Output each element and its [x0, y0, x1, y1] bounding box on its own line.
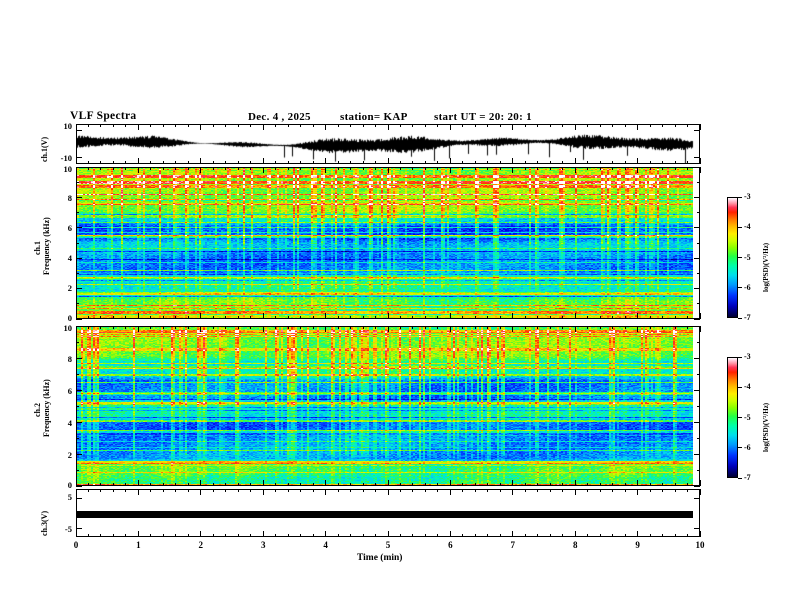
ch1-frequency-axis-label: Frequency (kHz): [42, 217, 51, 275]
header-date: Dec. 4 , 2025: [248, 111, 311, 123]
x-tick-label: 9: [635, 540, 640, 550]
colorbar-tick-label: -7: [744, 473, 751, 482]
ch1-freq-tick-10: 10: [63, 164, 73, 174]
x-tick-label: 8: [572, 540, 578, 550]
x-tick-label: 0: [73, 540, 79, 550]
colorbar-tick: [738, 196, 742, 198]
ch2-frequency-axis-label: Frequency (kHz): [42, 379, 51, 437]
ch1-channel-label: ch.1: [33, 241, 42, 255]
ch1-ytick-top: 10: [63, 121, 73, 131]
colorbar-tick: [738, 257, 742, 258]
x-tick-label: 6: [448, 540, 453, 550]
ch2-freq-tick-0: 0: [67, 480, 72, 490]
ch2-spectrogram-panel: [76, 326, 700, 486]
colorbar-tick: [738, 317, 742, 319]
x-tick-label: 5: [385, 540, 391, 550]
colorbar-ch2-label: log(PSD)(V²/Hz): [762, 402, 770, 452]
ch1-waveform-trace: [77, 125, 699, 163]
colorbar-tick-label: -4: [744, 222, 751, 232]
colorbar-tick: [738, 226, 742, 228]
ch2-freq-tick-8: 8: [67, 354, 72, 364]
ch1-freq-tick-4: 4: [67, 253, 72, 263]
ch1-freq-tick-6: 6: [67, 223, 72, 233]
x-tick-label: 1: [136, 540, 141, 550]
colorbar-tick: [738, 287, 742, 289]
x-tick-label: 4: [323, 540, 328, 550]
colorbar-ch1-label: log(PSD)(V²/Hz): [762, 242, 770, 292]
colorbar-ch1: [727, 197, 738, 318]
colorbar-tick-label: -5: [744, 412, 751, 422]
x-tick-label: 3: [260, 540, 266, 550]
ch2-freq-tick-2: 2: [67, 450, 72, 460]
ch1-freq-tick-2: 2: [67, 283, 72, 293]
colorbar-tick-label: -6: [744, 442, 751, 452]
ch1-ytick-bottom: -10: [60, 153, 72, 163]
ch3-saturated-trace: [77, 511, 693, 518]
ch1-freq-tick-8: 8: [67, 193, 72, 203]
colorbar-tick: [738, 477, 742, 479]
colorbar-tick-label: -6: [744, 282, 751, 292]
x-axis-title: Time (min): [357, 553, 403, 563]
ch1-waveform-axis-label: ch.1(V): [40, 136, 49, 162]
ch3-ytick-top: 5: [67, 492, 72, 502]
colorbar-tick: [738, 356, 742, 358]
page-title: VLF Spectra: [70, 110, 137, 122]
header-station: station= KAP: [340, 111, 408, 123]
ch3-waveform-axis-label: ch.3(V): [40, 510, 49, 536]
colorbar-tick-label: -3: [744, 352, 751, 361]
x-tick-label: 7: [510, 540, 516, 550]
colorbar-tick: [738, 386, 742, 388]
colorbar-tick-label: -4: [744, 382, 751, 392]
ch1-spectrogram-image: [77, 168, 699, 318]
ch1-spectrogram-panel: [76, 167, 700, 319]
ch2-freq-tick-10: 10: [63, 323, 73, 333]
ch2-freq-tick-6: 6: [67, 386, 72, 396]
ch3-ytick-bottom: -5: [64, 524, 72, 534]
ch2-spectrogram-image: [77, 327, 699, 485]
colorbar-ch2: [727, 357, 738, 478]
ch3-waveform-panel: [76, 489, 700, 537]
colorbar-tick: [738, 417, 742, 418]
colorbar-tick-label: -7: [744, 313, 751, 322]
colorbar-tick-label: -5: [744, 252, 751, 262]
x-tick-label: 10: [695, 540, 705, 550]
ch1-waveform-panel: [76, 124, 700, 164]
colorbar-tick-label: -3: [744, 192, 751, 201]
header-start-ut: start UT = 20: 20: 1: [434, 111, 532, 123]
ch1-freq-tick-0: 0: [67, 313, 72, 323]
ch2-channel-label: ch.2: [33, 403, 42, 417]
ch2-freq-tick-4: 4: [67, 418, 72, 428]
x-tick-label: 2: [198, 540, 204, 550]
colorbar-tick: [738, 447, 742, 449]
